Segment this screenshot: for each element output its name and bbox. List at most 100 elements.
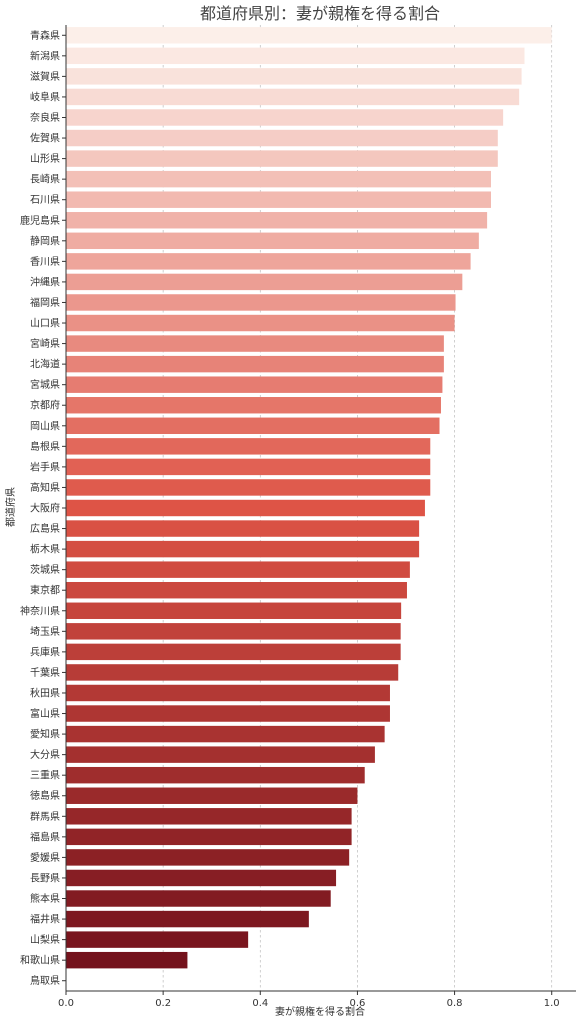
y-tick-label: 長崎県 <box>30 173 60 186</box>
y-tick-label: 愛知県 <box>30 728 60 741</box>
y-tick-label: 大阪府 <box>30 502 60 515</box>
y-tick-label: 宮崎県 <box>30 337 60 350</box>
y-tick-label: 福島県 <box>30 830 60 843</box>
bar <box>66 499 425 517</box>
bar <box>66 828 352 846</box>
y-tick-label: 青森県 <box>30 29 60 42</box>
y-tick-label: 山梨県 <box>30 933 60 946</box>
y-tick-label: 大分県 <box>30 748 60 761</box>
y-tick-label: 長野県 <box>30 872 60 884</box>
y-tick-label: 群馬県 <box>30 810 60 823</box>
bar <box>66 643 401 661</box>
y-tick-label: 兵庫県 <box>30 645 60 658</box>
bar <box>66 294 456 311</box>
y-tick-label: 静岡県 <box>30 234 60 247</box>
y-tick-label: 神奈川県 <box>20 604 60 617</box>
bars <box>66 27 552 969</box>
y-tick-label: 岩手県 <box>30 460 60 473</box>
y-tick-label: 高知県 <box>30 481 60 494</box>
y-tick-label: 秋田県 <box>30 686 60 699</box>
bar <box>66 849 350 866</box>
y-tick-label: 東京都 <box>30 584 60 597</box>
y-tick-label: 鹿児島県 <box>20 214 60 227</box>
y-tick-label: 栃木県 <box>30 543 60 556</box>
bar <box>66 931 249 948</box>
bar <box>66 561 410 578</box>
bar <box>66 458 431 476</box>
x-tick-label: 0.0 <box>58 998 74 1009</box>
y-tick-label: 岐阜県 <box>30 90 60 103</box>
bar <box>66 27 552 44</box>
y-tick-label: 徳島県 <box>30 789 60 802</box>
bar <box>66 951 188 969</box>
y-tick-label: 三重県 <box>30 769 60 782</box>
y-tick-labels: 青森県新潟県滋賀県岐阜県奈良県佐賀県山形県長崎県石川県鹿児島県静岡県香川県沖縄県… <box>20 29 66 987</box>
bar <box>66 766 365 784</box>
bar <box>66 273 463 291</box>
bar <box>66 314 455 332</box>
bar <box>66 520 420 537</box>
bar <box>66 808 352 825</box>
y-tick-label: 福岡県 <box>30 296 60 309</box>
bar <box>66 910 309 928</box>
bar <box>66 68 522 85</box>
y-tick-label: 沖縄県 <box>30 275 60 288</box>
x-tick-labels: 0.0 0.2 0.4 0.6 0.8 1.0 <box>58 991 560 1009</box>
y-tick-label: 京都府 <box>30 399 60 412</box>
y-tick-label: 富山県 <box>30 707 60 720</box>
bar <box>66 581 407 599</box>
y-tick-label: 熊本県 <box>30 892 60 905</box>
y-tick-label: 和歌山県 <box>20 954 60 967</box>
bar <box>66 335 444 352</box>
bar <box>66 787 358 804</box>
bar <box>66 890 331 907</box>
y-tick-label: 北海道 <box>30 358 60 371</box>
x-tick-label: 1.0 <box>544 998 560 1009</box>
x-tick-label: 0.4 <box>252 998 268 1009</box>
bar <box>66 88 520 106</box>
bar <box>66 355 444 373</box>
bar <box>66 725 385 743</box>
y-tick-label: 山形県 <box>30 153 60 165</box>
y-tick-label: 茨城県 <box>30 563 60 576</box>
bar <box>66 684 390 702</box>
y-tick-label: 広島県 <box>30 522 60 535</box>
bar <box>66 232 479 250</box>
y-tick-label: 福井県 <box>30 913 60 926</box>
y-tick-label: 岡山県 <box>30 420 60 432</box>
y-tick-label: 千葉県 <box>30 666 60 679</box>
y-axis-label: 都道府県 <box>4 487 17 527</box>
y-tick-label: 山口県 <box>30 318 60 330</box>
bar <box>66 664 399 681</box>
bar <box>66 602 402 619</box>
bar <box>66 746 375 763</box>
bar <box>66 623 401 640</box>
bar <box>66 109 504 126</box>
y-tick-label: 香川県 <box>30 256 60 268</box>
bar <box>66 191 491 208</box>
bar <box>66 540 420 558</box>
x-tick-label: 0.2 <box>155 998 171 1009</box>
bar <box>66 253 471 270</box>
bar <box>66 479 431 496</box>
bar <box>66 47 525 65</box>
x-tick-label: 0.8 <box>447 998 463 1009</box>
bar <box>66 705 390 722</box>
bar <box>66 376 443 393</box>
bar <box>66 417 440 435</box>
bar <box>66 150 498 167</box>
y-tick-label: 石川県 <box>30 194 60 206</box>
y-tick-label: 埼玉県 <box>30 625 60 638</box>
y-tick-label: 愛媛県 <box>30 851 60 864</box>
y-tick-label: 新潟県 <box>30 49 60 62</box>
bar <box>66 869 337 887</box>
bar <box>66 170 491 188</box>
y-tick-label: 鳥取県 <box>30 974 60 987</box>
y-tick-label: 島根県 <box>30 440 60 453</box>
y-tick-label: 宮城県 <box>30 378 60 391</box>
y-tick-label: 奈良県 <box>30 111 60 124</box>
bar <box>66 438 431 455</box>
x-axis-label: 妻が親権を得る割合 <box>275 1005 365 1018</box>
bar <box>66 397 441 414</box>
